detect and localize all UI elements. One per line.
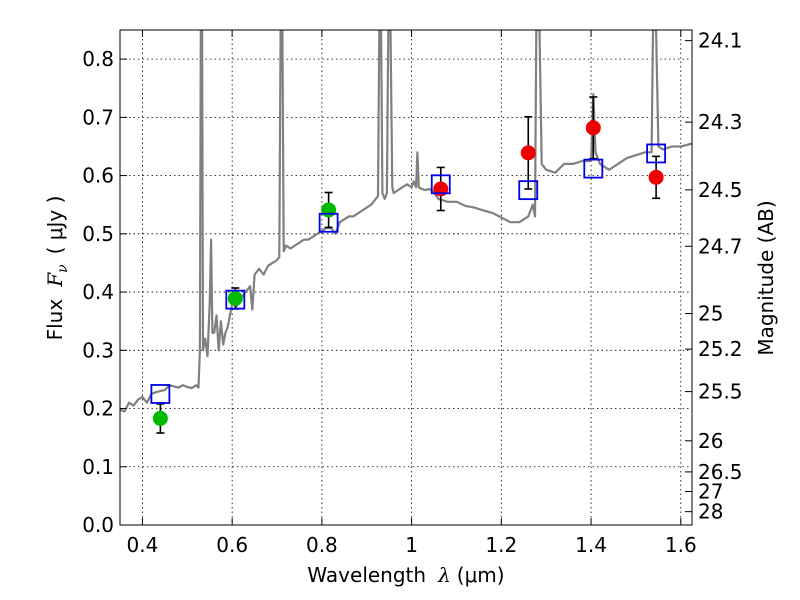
y2-tick-label: 25	[698, 302, 723, 326]
data-point	[585, 120, 601, 136]
model-square	[583, 158, 604, 179]
y2-axis-label: Magnitude (AB)	[754, 200, 778, 355]
y-tick-label: 0.1	[82, 455, 114, 479]
data-point	[321, 202, 337, 218]
x-tick-label: 0.8	[306, 533, 338, 557]
x-axis-label-text: Wavelength	[307, 563, 426, 587]
grid-layer	[120, 30, 692, 526]
y-tick-label: 0.0	[82, 513, 114, 537]
y-tick-label: 0.8	[82, 47, 114, 71]
y-axis-label-text: Flux	[43, 299, 67, 341]
x-tick-label: 0.6	[216, 533, 248, 557]
y-tick-label: 0.3	[82, 338, 114, 362]
y-axis-label-subscript: ν	[55, 264, 71, 273]
y2-tick-label: 28	[698, 500, 723, 524]
model-square	[518, 180, 539, 201]
y2-tick-label: 24.5	[698, 178, 743, 202]
x-tick-label: 1	[405, 533, 418, 557]
y2-tick-label: 24.1	[698, 29, 743, 53]
data-point	[152, 410, 168, 426]
y-axis-label-unit: ( μJy )	[43, 196, 67, 255]
y-axis-label-symbol: F	[43, 272, 67, 288]
y2-tick-label: 27	[698, 479, 723, 503]
y2-tick-label: 24.3	[698, 110, 743, 134]
data-point	[227, 290, 243, 306]
data-point	[520, 145, 536, 161]
y-axis-label: Flux Fν ( μJy )	[43, 196, 71, 341]
y2-tick-label: 25.2	[698, 337, 743, 361]
y-tick-label: 0.7	[82, 105, 114, 129]
model-square	[150, 384, 171, 404]
x-tick-label: 1.6	[665, 533, 697, 557]
y-tick-label: 0.5	[82, 222, 114, 246]
x-axis-label-symbol: λ	[437, 563, 451, 587]
model-square	[646, 143, 667, 164]
ticks-layer: 0.4 0.6 0.8 1 1.2 1.4 1.6 0.0 0.1 0.2 0.3 0.4 0.5 0.6…	[82, 29, 742, 557]
spectrum-layer	[120, 30, 692, 413]
spectrum-line	[120, 30, 692, 413]
y-tick-label: 0.6	[82, 164, 114, 188]
y-tick-label: 0.2	[82, 397, 114, 421]
model-square	[225, 289, 246, 310]
x-tick-label: 0.4	[127, 533, 159, 557]
x-axis-label-unit: (μm)	[457, 563, 505, 587]
plot-area	[120, 30, 692, 434]
data-point	[648, 169, 664, 185]
x-tick-label: 1.4	[575, 533, 607, 557]
y2-tick-label: 24.7	[698, 234, 743, 258]
y2-tick-label: 26	[698, 429, 723, 453]
model-square	[318, 212, 339, 233]
markers-layer	[150, 96, 667, 434]
plot-frame	[119, 29, 693, 526]
y2-tick-label: 25.5	[698, 380, 743, 404]
x-tick-label: 1.2	[485, 533, 517, 557]
model-square	[430, 174, 451, 195]
y-tick-label: 0.4	[82, 280, 114, 304]
x-axis-label: Wavelength λ (μm)	[307, 563, 504, 587]
data-point	[433, 181, 449, 197]
y2-tick-label: 26.5	[698, 460, 743, 484]
